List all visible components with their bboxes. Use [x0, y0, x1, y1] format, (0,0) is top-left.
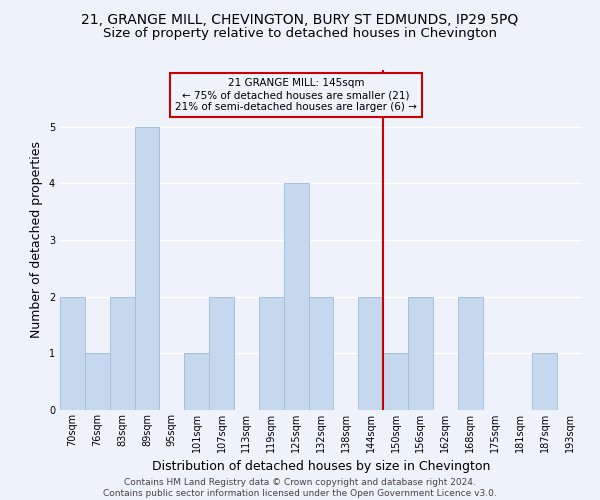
- Bar: [383, 354, 408, 410]
- Bar: [284, 184, 308, 410]
- Text: Contains HM Land Registry data © Crown copyright and database right 2024.
Contai: Contains HM Land Registry data © Crown c…: [103, 478, 497, 498]
- Bar: [110, 296, 134, 410]
- Bar: [358, 296, 383, 410]
- Text: Size of property relative to detached houses in Chevington: Size of property relative to detached ho…: [103, 28, 497, 40]
- Bar: [259, 296, 284, 410]
- Bar: [60, 296, 85, 410]
- Bar: [532, 354, 557, 410]
- Text: 21 GRANGE MILL: 145sqm
← 75% of detached houses are smaller (21)
21% of semi-det: 21 GRANGE MILL: 145sqm ← 75% of detached…: [175, 78, 417, 112]
- Bar: [134, 126, 160, 410]
- Bar: [184, 354, 209, 410]
- Bar: [85, 354, 110, 410]
- Bar: [408, 296, 433, 410]
- Bar: [209, 296, 234, 410]
- Text: 21, GRANGE MILL, CHEVINGTON, BURY ST EDMUNDS, IP29 5PQ: 21, GRANGE MILL, CHEVINGTON, BURY ST EDM…: [82, 12, 518, 26]
- X-axis label: Distribution of detached houses by size in Chevington: Distribution of detached houses by size …: [152, 460, 490, 473]
- Bar: [458, 296, 482, 410]
- Bar: [308, 296, 334, 410]
- Y-axis label: Number of detached properties: Number of detached properties: [31, 142, 43, 338]
